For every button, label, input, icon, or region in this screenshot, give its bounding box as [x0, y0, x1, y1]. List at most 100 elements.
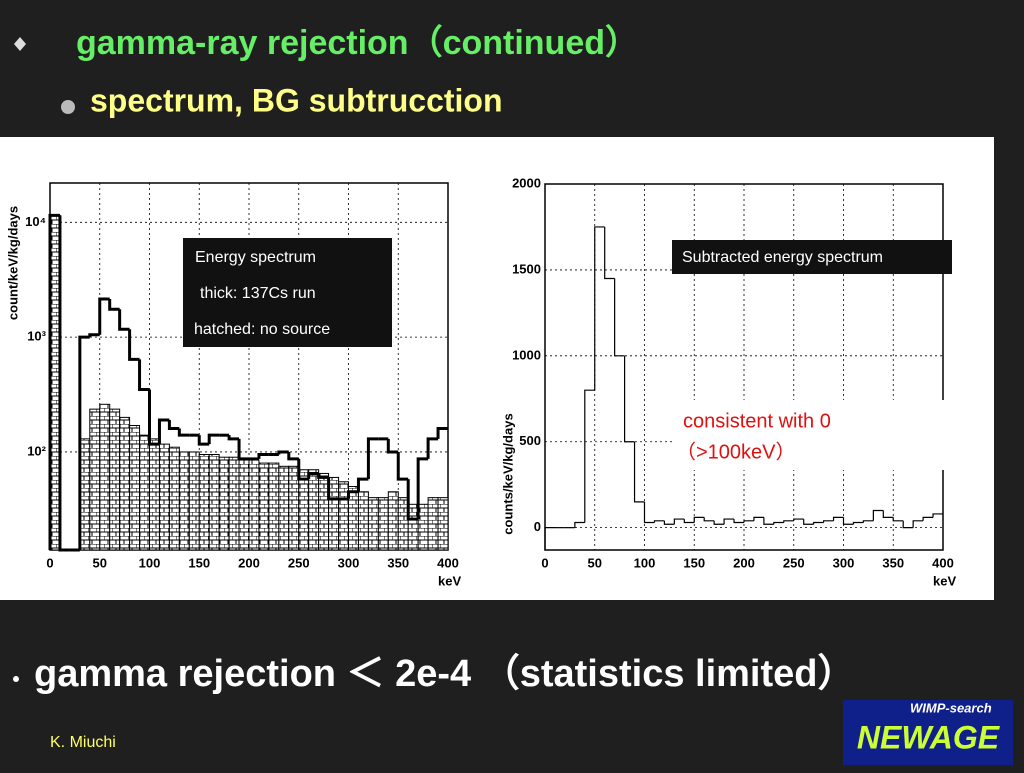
title-box [672, 240, 952, 274]
bar-step [406, 479, 419, 521]
bar-step [842, 517, 854, 525]
annotation: （>100keV） [676, 440, 796, 463]
bar-step [852, 521, 864, 525]
bar-step [673, 518, 685, 525]
bar-step [138, 359, 150, 391]
x-axis-label: keV [933, 573, 956, 588]
bar [208, 454, 220, 551]
bar-step [882, 510, 894, 518]
bar [129, 424, 141, 551]
bar-step [902, 520, 914, 529]
bar-step [197, 435, 210, 446]
bar-step [327, 477, 339, 501]
bar-step [436, 427, 448, 439]
bar [218, 456, 230, 551]
bar-step [643, 501, 655, 524]
bar [278, 465, 290, 551]
bar-step [277, 450, 289, 455]
bar-step [823, 520, 834, 523]
x-tick-label: 300 [833, 555, 855, 570]
bar-step [653, 520, 665, 523]
y-tick-label: 2000 [512, 175, 541, 190]
bar-step [703, 517, 715, 522]
bar-step [148, 389, 160, 446]
bar-step [88, 333, 100, 338]
bar-step [396, 451, 409, 481]
y-tick-label: 500 [519, 433, 541, 448]
y-tick-label: 10² [27, 443, 46, 458]
bar-step [227, 435, 240, 441]
title-bullet [14, 37, 26, 51]
y-axis-label: count/keV/kg/days [5, 206, 20, 320]
bar-step [416, 457, 429, 520]
x-tick-label: 50 [93, 555, 107, 570]
bar-step [723, 518, 735, 525]
bar-step [683, 519, 695, 524]
bar-step [633, 441, 645, 503]
legend-entry: hatched: no source [194, 321, 330, 338]
bar [149, 438, 160, 551]
bar-step [48, 213, 60, 550]
bar-step [287, 451, 299, 461]
y-tick-label: 1000 [512, 347, 541, 362]
bullet-text: gamma rejection ＜ 2e-4 （statistics limit… [34, 653, 856, 695]
bar [109, 408, 121, 551]
x-tick-label: 0 [541, 555, 548, 570]
logo-main: NEWAGE [857, 719, 1001, 755]
bar-step [763, 517, 774, 525]
legend-entry: thick: 137Cs run [200, 285, 316, 302]
bar-step [544, 527, 555, 550]
legend-box [183, 238, 392, 347]
bar [198, 454, 210, 551]
bar-step [257, 453, 269, 459]
bar [427, 497, 439, 551]
bar-step [832, 516, 844, 521]
bar [258, 462, 270, 551]
bar-step [922, 516, 934, 521]
y-axis-label: counts/keV/kg/days [500, 413, 515, 534]
bar [238, 459, 250, 551]
bar [139, 434, 151, 551]
bar-step [713, 520, 725, 525]
bar-step [347, 490, 359, 499]
bar-step [753, 516, 764, 521]
logo-top: WIMP-search [910, 700, 992, 715]
bar [268, 462, 280, 551]
x-tick-label: 0 [46, 555, 53, 570]
bar-step [892, 517, 904, 522]
bar-step [733, 519, 744, 524]
bar-step [574, 521, 585, 528]
bar [437, 497, 449, 551]
bullet [13, 676, 19, 682]
bar-step [207, 433, 220, 445]
x-tick-label: 100 [634, 555, 656, 570]
bar-step [604, 226, 615, 280]
subtitle-bullet [61, 100, 75, 114]
bar-step [773, 521, 784, 525]
bar-step [862, 520, 874, 523]
note-box [672, 400, 945, 470]
bar-step [386, 438, 399, 454]
x-tick-label: 350 [882, 555, 904, 570]
bar-step [98, 297, 110, 335]
bar-step [783, 520, 794, 523]
x-tick-label: 150 [683, 555, 705, 570]
bar-step [663, 520, 675, 525]
bar [367, 497, 379, 551]
bar-step [743, 520, 754, 523]
x-tick-label: 350 [387, 555, 409, 570]
bar-step [693, 516, 705, 523]
x-tick-label: 400 [932, 555, 954, 570]
bar-step [78, 335, 90, 550]
y-tick-label: 10⁴ [25, 214, 46, 229]
bar [308, 469, 320, 551]
chart-title: Subtracted energy spectrum [682, 249, 883, 266]
y-tick-label: 0 [534, 519, 541, 534]
bar-step [307, 471, 319, 480]
bar-step [157, 418, 170, 445]
bar-step [58, 215, 70, 552]
bar-step [128, 329, 140, 361]
bar [188, 451, 200, 551]
bar-step [594, 226, 605, 391]
